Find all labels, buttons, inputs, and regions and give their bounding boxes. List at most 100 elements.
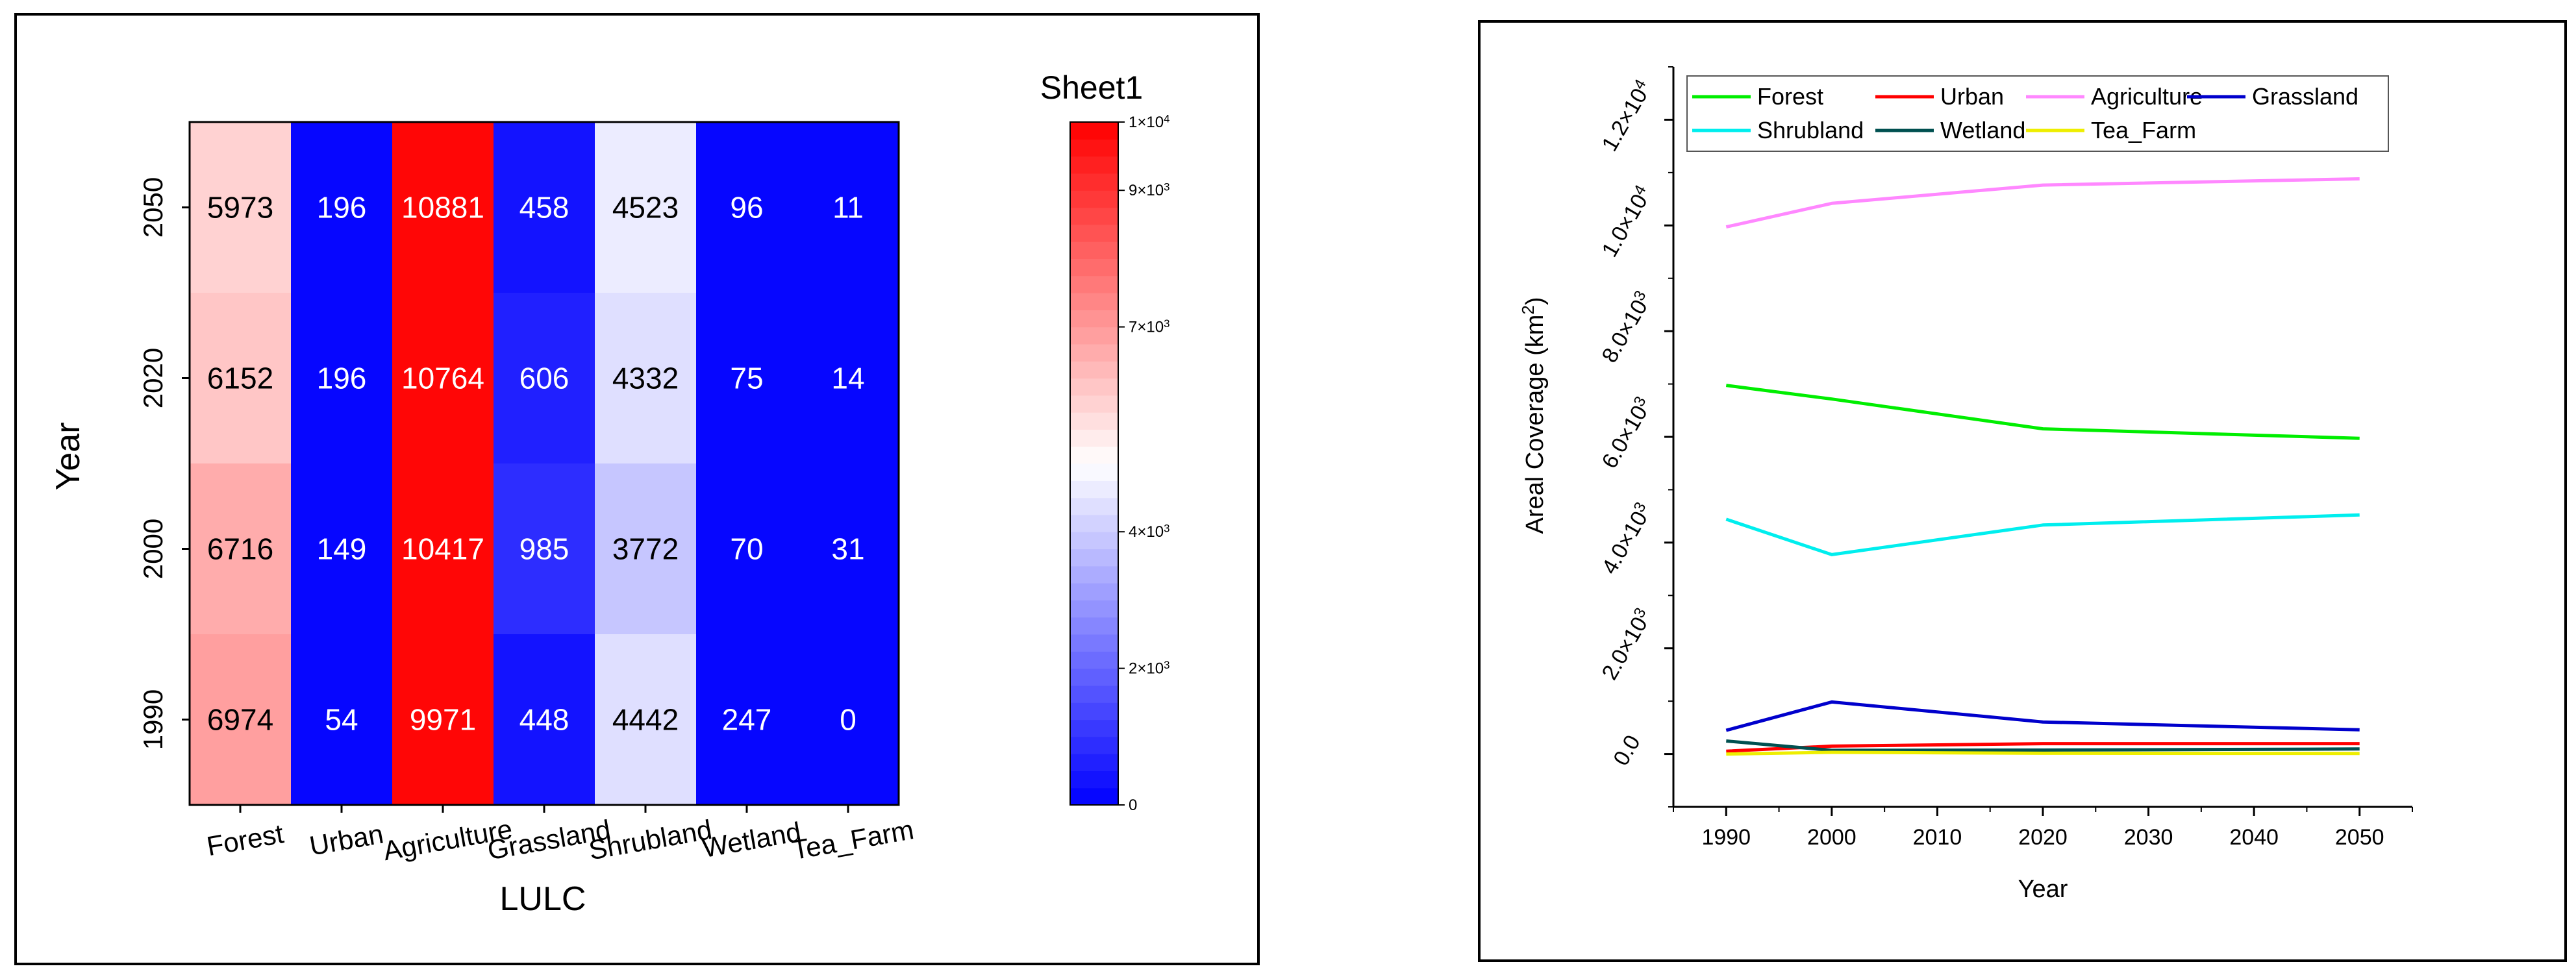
- colorbar-band: [1070, 702, 1118, 721]
- colorbar-border: [1069, 121, 1119, 806]
- heatmap-cell: [291, 293, 393, 464]
- heatmap-cell: [595, 293, 697, 464]
- colorbar-band: [1070, 463, 1118, 481]
- heatmap-cell-label: 458: [519, 191, 569, 225]
- colorbar-band: [1070, 497, 1118, 515]
- legend-label: Tea_Farm: [2091, 117, 2196, 143]
- heatmap-cell: [291, 463, 393, 635]
- series-line-urban: [1726, 742, 2360, 753]
- heatmap-cell: [595, 634, 697, 806]
- colorbar-band: [1070, 685, 1118, 703]
- colorbar-band: [1070, 343, 1118, 362]
- colorbar-band: [1070, 173, 1118, 191]
- heatmap-cell-label: 196: [317, 191, 367, 225]
- line-chart-panel: 1990 2000 2010 2020 2030 2040 20500.02.0×1034.…: [1478, 20, 2567, 962]
- colorbar-band: [1070, 258, 1118, 277]
- heatmap-cell: [494, 463, 595, 635]
- colorbar-band: [1070, 480, 1118, 499]
- legend-label: Urban: [1940, 83, 2004, 110]
- x-tick-label: 2030: [2124, 825, 2173, 850]
- heatmap-cell: [190, 293, 292, 464]
- heatmap-cell: [797, 634, 899, 806]
- heatmap-cell-label: 75: [730, 362, 763, 395]
- colorbar-band: [1070, 293, 1118, 310]
- heatmap-cell: [190, 634, 292, 806]
- line-chart-series: [1725, 177, 2360, 756]
- y-axis-label-main: Areal Coverage (km: [1521, 315, 1549, 534]
- heatmap-cell: [696, 122, 798, 293]
- colorbar-band: [1070, 395, 1118, 413]
- heatmap-cell-label: 448: [519, 703, 569, 737]
- colorbar-band: [1070, 754, 1118, 771]
- colorbar-tick-label-mantissa: 2×10: [1129, 660, 1164, 678]
- heatmap-cell-label: 14: [831, 362, 864, 395]
- colorbar-band: [1070, 600, 1118, 618]
- colorbar-band: [1070, 429, 1118, 447]
- colorbar-band: [1070, 771, 1118, 789]
- colorbar-band: [1070, 310, 1118, 328]
- heatmap-cell-label: 6716: [207, 532, 273, 566]
- colorbar-band: [1070, 275, 1118, 293]
- colorbar-band: [1070, 651, 1118, 669]
- series-line-agriculture: [1725, 177, 2360, 229]
- heatmap-cell-label: 0: [840, 703, 857, 737]
- legend: Forest Urban Agriculture Grassland Shrubland…: [1686, 75, 2389, 152]
- colorbar-band: [1070, 514, 1118, 532]
- colorbar-band: [1070, 549, 1118, 567]
- heatmap-cell: [595, 122, 697, 293]
- x-tick-label: 2000: [1807, 825, 1857, 850]
- series-line-wetland: [1726, 739, 2360, 752]
- heatmap-cell: [190, 122, 292, 293]
- colorbar-tick-label: 7×103: [1129, 317, 1169, 336]
- colorbar-band: [1070, 139, 1118, 157]
- colorbar-tick-label-mantissa: 7×10: [1129, 319, 1164, 336]
- colorbar-tick-label: 1×104: [1129, 112, 1169, 131]
- colorbar-tick-label-exponent: 3: [1164, 181, 1169, 193]
- colorbar-band: [1070, 412, 1118, 430]
- heatmap-cell: [797, 293, 899, 464]
- x-tick-label: 1990: [1701, 825, 1751, 850]
- heatmap-cell-label: 196: [317, 362, 367, 395]
- colorbar-tick-label-exponent: 4: [1164, 112, 1169, 125]
- y-axis-label-superscript: 2: [1518, 305, 1538, 314]
- colorbar-tick-label-exponent: 3: [1164, 659, 1169, 671]
- heatmap-cell-label: 5973: [207, 191, 273, 225]
- heatmap-cell-label: 4442: [612, 703, 679, 737]
- heatmap-y-tick-label: 2020: [138, 348, 168, 408]
- legend-label: Agriculture: [2091, 83, 2203, 110]
- heatmap-cell: [797, 122, 899, 293]
- colorbar-tick-label-mantissa: 1×10: [1129, 114, 1164, 131]
- heatmap-cell: [696, 293, 798, 464]
- colorbar-band: [1070, 327, 1118, 345]
- x-tick-label: 2020: [2018, 825, 2068, 850]
- heatmap-cell-label: 10764: [401, 362, 484, 395]
- x-tick-label: 2050: [2335, 825, 2384, 850]
- heatmap-cell-label: 10881: [401, 191, 484, 225]
- colorbar-band: [1070, 565, 1118, 584]
- heatmap-cell: [494, 293, 595, 464]
- heatmap-cell-label: 3772: [612, 532, 679, 566]
- heatmap-cell: [696, 634, 798, 806]
- colorbar-tick-label: 9×103: [1129, 181, 1169, 200]
- heatmap-y-tick-label: 2000: [138, 519, 168, 579]
- heatmap-cell-label: 6974: [207, 703, 273, 737]
- heatmap-cell: [494, 634, 595, 806]
- heatmap-cell: [190, 463, 292, 635]
- legend-label: Forest: [1757, 83, 1823, 110]
- x-tick-label: 2040: [2229, 825, 2279, 850]
- heatmap-y-tick-label: 2050: [138, 177, 168, 238]
- heatmap-cell-label: 70: [730, 532, 763, 566]
- heatmap-cell: [392, 293, 494, 464]
- series-line-tea-farm: [1726, 750, 2360, 756]
- colorbar-band: [1070, 787, 1118, 806]
- series-line-forest: [1725, 384, 2360, 440]
- heatmap-cell-label: 54: [325, 703, 358, 737]
- colorbar-band: [1070, 190, 1118, 208]
- heatmap-y-axis-label: Year: [49, 422, 87, 490]
- heatmap-cell: [392, 634, 494, 806]
- heatmap-cell-label: 96: [730, 191, 763, 225]
- colorbar-band: [1070, 207, 1118, 225]
